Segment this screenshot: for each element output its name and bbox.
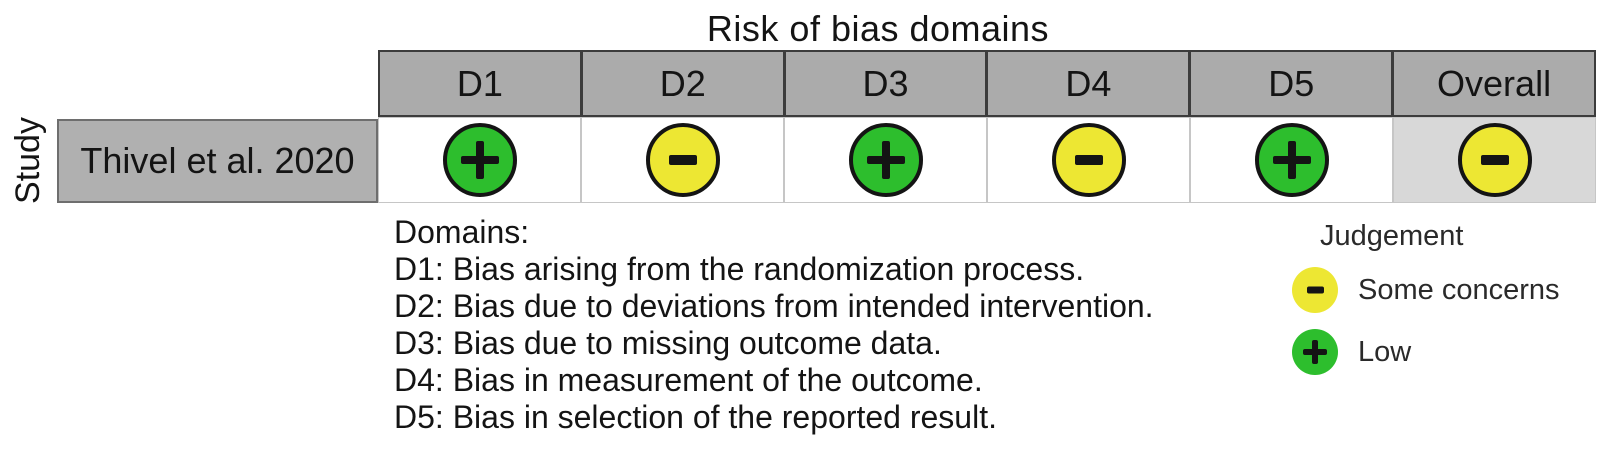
domain-header-row: D1 D2 D3 D4 D5 Overall [378,50,1596,117]
domain-definition: D5: Bias in selection of the reported re… [394,399,997,435]
judgement-label: Some concerns [1358,273,1560,306]
plus-icon [1303,340,1327,364]
judgement-circle [1292,267,1338,313]
plus-icon [867,141,905,179]
column-header-d2: D2 [579,52,783,115]
study-axis-label: Study [8,116,47,204]
judgement-circle [442,123,517,197]
plus-icon [461,141,499,179]
minus-icon [1481,141,1509,179]
judgement-cell-d1 [378,117,581,203]
judgement-circle [645,123,720,197]
judgement-cell-overall [1393,117,1596,203]
study-axis: Study [2,116,54,204]
judgement-cell-d5 [1190,117,1393,203]
judgement-legend-item: Some concerns [1292,265,1560,315]
judgement-circle [1457,123,1532,197]
judgement-cell-d2 [581,117,784,203]
domains-legend-heading: Domains: [394,214,530,250]
judgement-label: Low [1358,335,1412,368]
column-header-overall: Overall [1391,52,1594,115]
judgement-legend-item: Low [1292,327,1560,377]
column-header-d3: D3 [782,52,986,115]
minus-icon [1307,278,1324,302]
domain-definition: D4: Bias in measurement of the outcome. [394,362,983,398]
study-name: Thivel et al. 2020 [57,119,378,203]
column-header-d5: D5 [1188,52,1392,115]
judgement-circle [1254,123,1329,197]
domain-definition: D1: Bias arising from the randomization … [394,251,1085,287]
column-header-d1: D1 [380,52,580,115]
judgement-legend: Judgement Some concerns Low [1292,220,1560,377]
domain-definition: D2: Bias due to deviations from intended… [394,288,1154,324]
column-header-d4: D4 [985,52,1189,115]
judgement-circle [848,123,923,197]
judgement-circle [1292,329,1338,375]
judgement-row [378,117,1596,203]
plus-icon [1273,141,1311,179]
domains-legend-list: D1: Bias arising from the randomization … [394,251,1154,436]
judgement-cell-d3 [784,117,987,203]
figure-title: Risk of bias domains [706,8,1050,49]
minus-icon [1075,141,1103,179]
minus-icon [669,141,697,179]
domains-legend: Domains: D1: Bias arising from the rando… [394,214,1154,436]
judgement-circle [1051,123,1126,197]
judgement-legend-heading: Judgement [1320,220,1464,252]
judgement-legend-list: Some concerns Low [1292,265,1560,377]
judgement-cell-d4 [987,117,1190,203]
domain-definition: D3: Bias due to missing outcome data. [394,325,942,361]
